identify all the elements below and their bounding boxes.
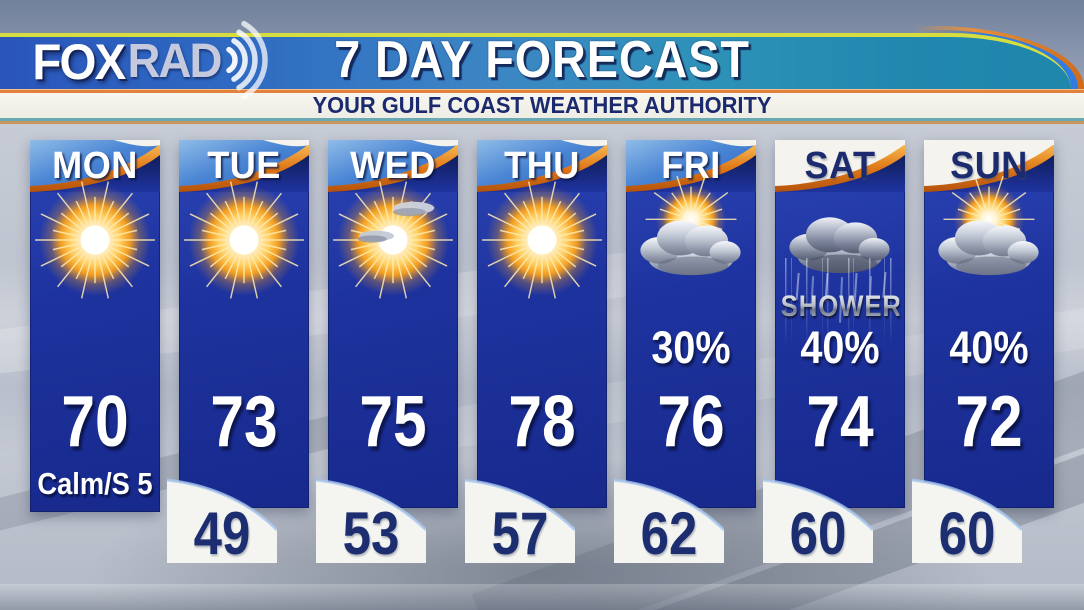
precip-chance: 40% — [949, 322, 1029, 373]
day-label: THU — [504, 145, 580, 187]
forecast-day-column: SUN — [912, 140, 1054, 570]
low-box-shape — [763, 478, 873, 563]
day-header-swoosh — [179, 140, 309, 192]
radar-waves-icon — [226, 20, 268, 99]
forecast-day-column: SAT — [763, 140, 920, 570]
mostly-cloudy-icon — [938, 175, 1039, 276]
low-temp: 62 — [640, 500, 698, 567]
low-temp: 53 — [342, 500, 400, 567]
day-label: SAT — [804, 145, 876, 187]
low-temp: 60 — [938, 500, 996, 567]
condition-label: SHOWERS — [780, 290, 920, 323]
high-temp: 74 — [806, 382, 874, 462]
low-box-shape — [316, 478, 426, 563]
low-box-shape — [912, 478, 1022, 563]
sunny-icon — [35, 181, 155, 299]
forecast-day-column: FRI — [614, 140, 756, 570]
banner-teal-stripe — [0, 118, 1084, 121]
low-temp: 57 — [491, 500, 549, 567]
day-label: WED — [350, 145, 436, 187]
day-header-swoosh — [30, 140, 160, 192]
day-header-swoosh — [775, 140, 905, 192]
low-temp-box: 49 — [167, 478, 277, 567]
banner-blue-band — [0, 33, 1071, 90]
forecast-day-column: TUE — [167, 140, 309, 570]
low-temp-box: 60 — [763, 478, 873, 567]
day-label: TUE — [207, 145, 281, 187]
high-temp: 73 — [210, 382, 278, 462]
day-header-swoosh — [924, 140, 1054, 192]
forecast-day-column: THU — [465, 140, 607, 570]
high-temp: 78 — [508, 382, 576, 462]
low-box-shape — [465, 478, 575, 563]
low-temp-box: 53 — [316, 478, 426, 567]
sunny-icon — [184, 181, 304, 299]
low-temp-box: 57 — [465, 478, 575, 567]
precip-chance: 30% — [651, 322, 731, 373]
wind-label: Calm/S 5 — [37, 466, 153, 501]
day-label: MON — [52, 145, 138, 187]
background-floor-strip — [0, 584, 1084, 610]
day-header-swoosh — [626, 140, 756, 192]
banner-tan-stripe — [0, 121, 1084, 124]
low-box-shape — [614, 478, 724, 563]
precip-chance: 40% — [800, 322, 880, 373]
low-temp-box: 62 — [614, 478, 724, 567]
logo-rad-text: RAD — [127, 35, 222, 88]
high-temp: 75 — [359, 382, 427, 462]
mostly-sunny-icon — [333, 181, 453, 299]
high-temp: 70 — [61, 382, 129, 462]
forecast-day-column: MON — [30, 140, 160, 570]
foxrad-logo: FOX RAD — [30, 20, 279, 99]
page-title: 7 DAY FORECAST — [334, 30, 750, 89]
forecast-day-column: WED — [316, 140, 458, 570]
banner-orange-stripe — [0, 90, 1084, 93]
low-temp-box: 60 — [912, 478, 1022, 567]
banner: FOX RAD 7 DAY FORECAST YOUR GULF COAST W… — [0, 0, 1084, 124]
banner-cream-band — [0, 93, 1084, 118]
logo-fox-text: FOX — [32, 33, 126, 90]
sunny-icon — [482, 181, 602, 299]
day-label: FRI — [661, 145, 721, 187]
day-header-swoosh — [477, 140, 607, 192]
low-temp: 49 — [193, 500, 251, 567]
high-temp: 76 — [657, 382, 725, 462]
rain-streaks — [777, 258, 903, 346]
day-header-swoosh — [328, 140, 458, 192]
day-label: SUN — [950, 145, 1028, 187]
mostly-cloudy-icon — [640, 175, 741, 276]
high-temp: 72 — [955, 382, 1023, 462]
page-subtitle: YOUR GULF COAST WEATHER AUTHORITY — [312, 91, 772, 118]
low-temp: 60 — [789, 500, 847, 567]
low-box-shape — [167, 478, 277, 563]
